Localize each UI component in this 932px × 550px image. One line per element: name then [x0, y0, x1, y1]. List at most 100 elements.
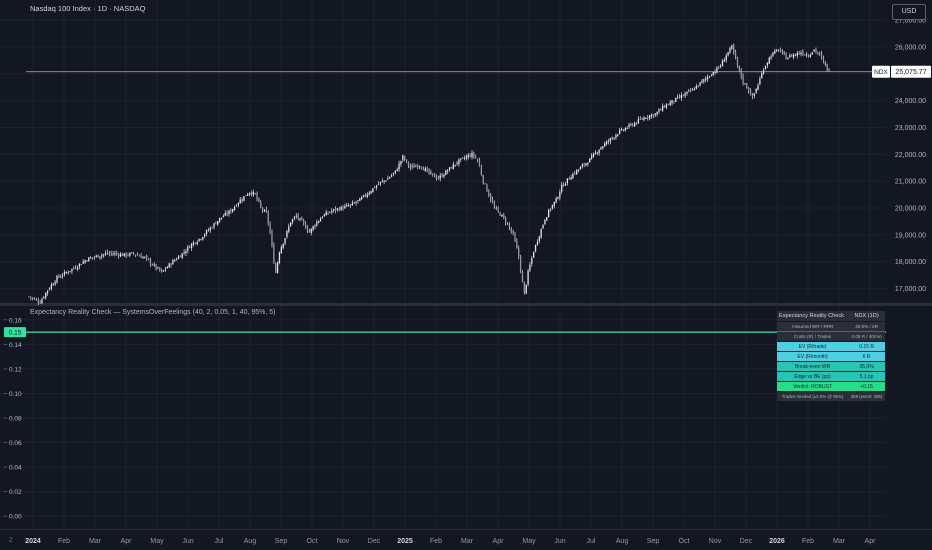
candle-body [456, 163, 458, 165]
candle-body [166, 267, 168, 269]
candle-body [802, 51, 804, 55]
candle-body [185, 251, 187, 254]
candle-body [415, 166, 417, 168]
candle-body [678, 96, 681, 98]
candle-body [60, 276, 62, 278]
candle-body [665, 104, 668, 108]
candle-body [652, 114, 654, 117]
candle-body [656, 111, 658, 115]
candle-body [372, 188, 374, 193]
candle-body [688, 90, 690, 92]
candle-body [297, 214, 299, 219]
candle-body [791, 54, 793, 57]
candle-body [705, 78, 707, 80]
time-tick-label: Mar [89, 538, 102, 545]
candle-body [671, 100, 673, 104]
candle-body [131, 252, 133, 254]
candle-body [609, 138, 611, 142]
candle-body [364, 194, 367, 196]
table-row-label: Edge vs BE (pp) [777, 372, 849, 381]
table-row-value: 369 (worst: 385) [848, 392, 885, 401]
candle-body [576, 170, 578, 175]
candle-body [568, 179, 570, 180]
candle-body [149, 259, 152, 265]
candle-body [359, 198, 361, 201]
candle-body [433, 173, 436, 178]
candle-body [519, 255, 522, 272]
candle-body [598, 149, 600, 154]
candle-body [304, 223, 307, 229]
candle-body [95, 255, 97, 257]
candle-body [432, 173, 434, 175]
candle-body [441, 175, 443, 177]
candle-body [669, 102, 671, 106]
pane-separator[interactable] [0, 303, 932, 306]
candle-body [529, 264, 531, 271]
candle-body [30, 296, 32, 298]
candle-body [164, 269, 167, 270]
candle-body [319, 218, 322, 222]
price-axis[interactable]: 17,000.00 18,000.00 19,000.00 20,000.00 21,0… [895, 18, 926, 294]
candle-body [516, 240, 518, 249]
candle-body [312, 226, 314, 230]
candle-body [275, 263, 277, 273]
candle-body [41, 299, 43, 304]
candle-body [142, 256, 144, 259]
candle-body [357, 200, 359, 202]
candle-body [667, 104, 669, 106]
time-axis[interactable]: 2024 Feb Mar Apr May Jun Jul Aug Sep Oct Nov Dec 202… [25, 538, 876, 545]
indicator-axis[interactable]: 0.00 0.02 0.04 0.06 0.08 0.10 0.12 0.14 0.16 [4, 317, 22, 521]
candle-body [527, 270, 529, 285]
candle-body [755, 88, 757, 93]
candle-body [243, 196, 245, 201]
candle-body [820, 53, 823, 58]
time-tick-label: Mar [833, 538, 846, 545]
candle-body [196, 241, 198, 244]
candle-body [32, 297, 34, 299]
currency-button[interactable]: USD [892, 4, 926, 20]
candle-body [493, 203, 496, 208]
candle-body [491, 199, 494, 203]
grid-lines [0, 0, 932, 530]
candle-body [531, 257, 533, 264]
table-row-value: 0.05 R / 40/mo [848, 332, 885, 341]
zoom-button[interactable]: Z [9, 538, 13, 544]
candle-body [518, 247, 520, 257]
candle-body [329, 212, 331, 213]
candle-body [817, 51, 819, 54]
table-row: Break-even WR 35.0% [777, 362, 885, 371]
candle-body [734, 51, 737, 59]
candle-body [75, 267, 77, 269]
candle-body [218, 217, 221, 222]
price-tick-label: 24,000.00 [895, 98, 926, 105]
candle-body [768, 57, 770, 64]
candle-body [546, 217, 548, 221]
candle-body [140, 255, 142, 258]
candle-body [151, 264, 153, 266]
candle-body [258, 198, 260, 202]
candle-body [46, 290, 49, 294]
candle-body [454, 164, 456, 166]
candle-body [510, 228, 512, 232]
indicator-title[interactable]: Expectancy Reality Check — SystemsOverFe… [30, 309, 276, 316]
candle-body [572, 173, 574, 179]
candle-body [88, 257, 90, 262]
candle-body [639, 118, 641, 120]
candle-body [76, 267, 79, 270]
candle-body [58, 275, 60, 277]
candle-body [138, 255, 140, 257]
candle-body [538, 236, 540, 242]
indicator-tick-label: 0.06 [9, 440, 22, 447]
candle-body [826, 63, 828, 71]
candle-body [637, 119, 640, 124]
candle-body [619, 130, 621, 134]
candle-body [785, 54, 787, 60]
candle-body [585, 163, 587, 166]
table-row-label: EV (R/month) [777, 352, 849, 361]
candle-body [254, 193, 256, 194]
candle-body [463, 158, 466, 159]
candle-body [544, 220, 546, 225]
candle-body [822, 57, 825, 62]
candle-body [119, 253, 122, 257]
